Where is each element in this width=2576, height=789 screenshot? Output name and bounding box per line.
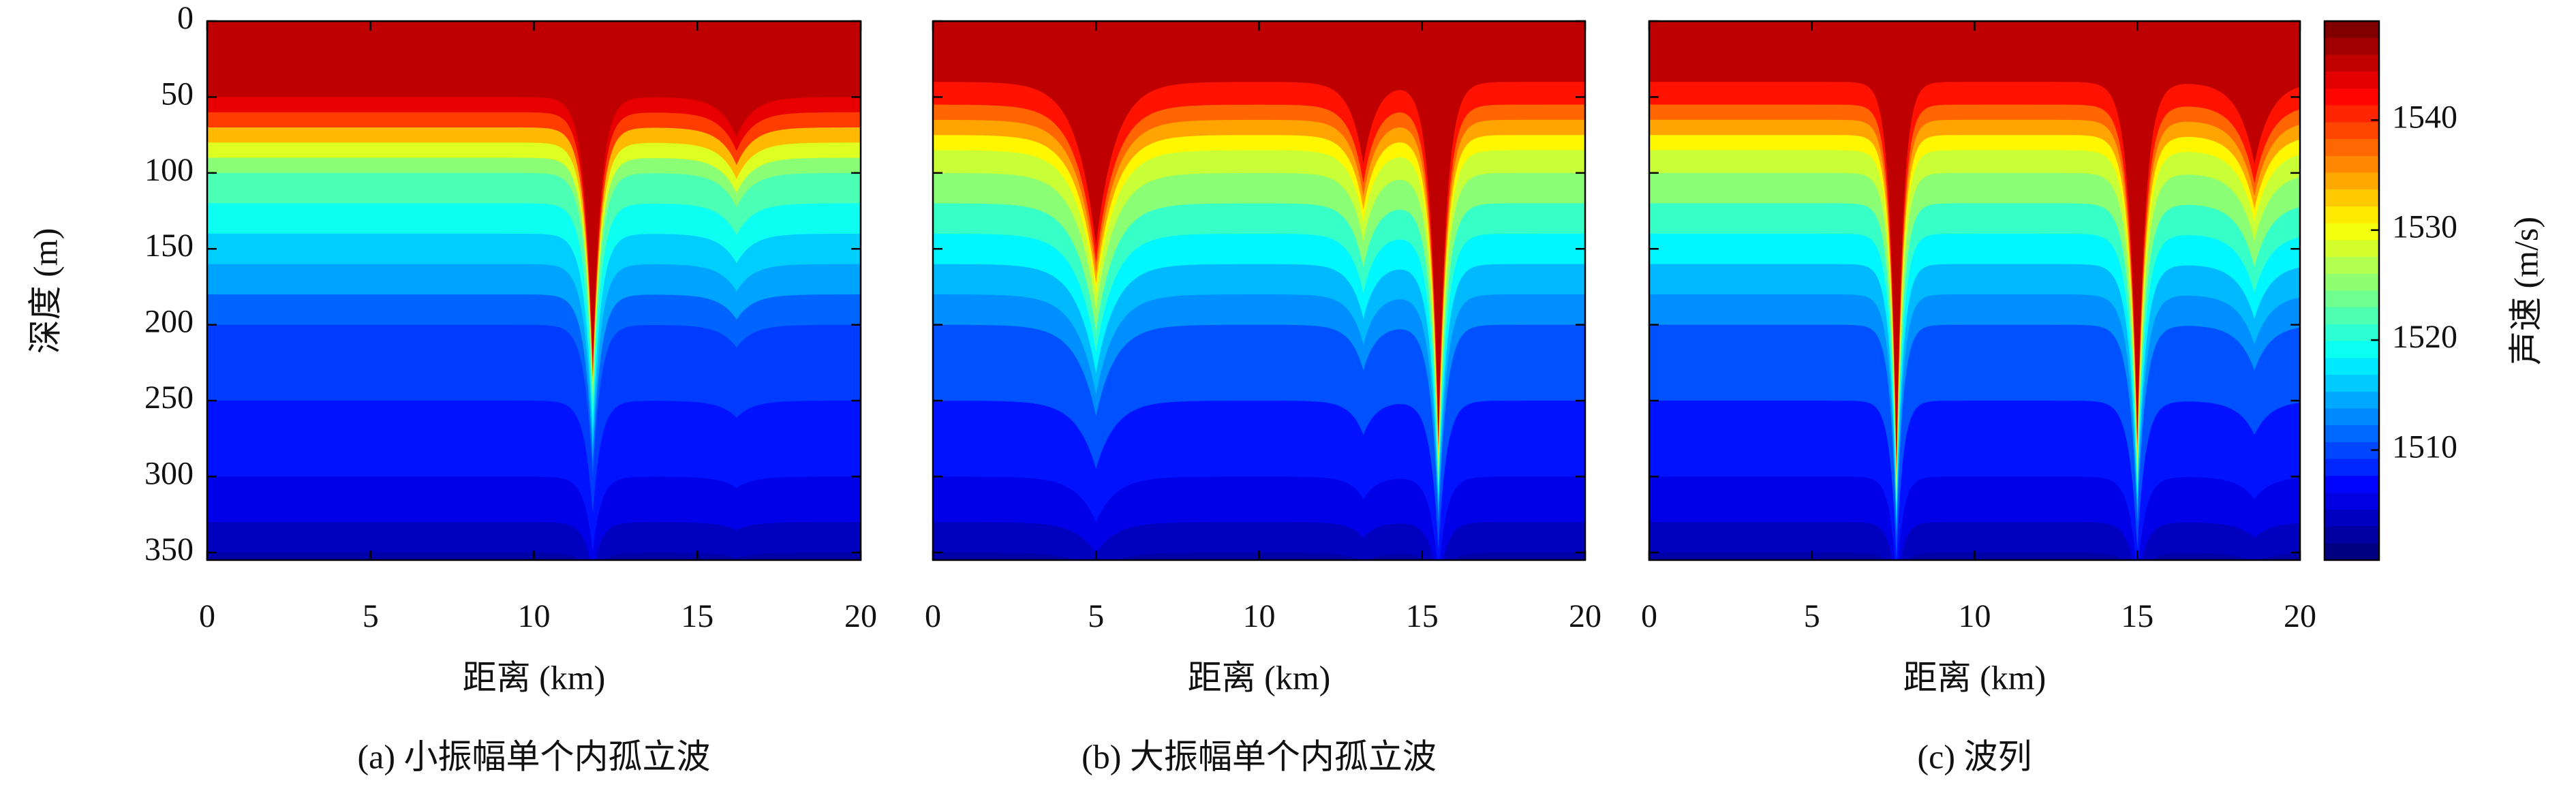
x-tick-label: 20 bbox=[844, 598, 877, 634]
caption: (c) 波列 bbox=[1918, 737, 2032, 775]
x-axis-label: 距离 (km) bbox=[1188, 658, 1331, 696]
x-tick-label: 15 bbox=[1406, 598, 1439, 634]
y-tick-label: 50 bbox=[161, 76, 194, 112]
y-tick-label: 200 bbox=[144, 304, 194, 340]
x-tick-label: 20 bbox=[2284, 598, 2316, 634]
x-tick-label: 10 bbox=[1959, 598, 1991, 634]
x-tick-label: 10 bbox=[1243, 598, 1276, 634]
x-tick-label: 0 bbox=[199, 598, 215, 634]
y-tick-label: 300 bbox=[144, 455, 194, 491]
caption: (a) 小振幅单个内孤立波 bbox=[358, 737, 711, 775]
x-tick-label: 0 bbox=[925, 598, 941, 634]
heatmap bbox=[1649, 21, 2300, 560]
x-tick-label: 5 bbox=[1804, 598, 1820, 634]
x-tick-label: 0 bbox=[1641, 598, 1657, 634]
x-axis-label: 距离 (km) bbox=[463, 658, 606, 696]
x-axis-label: 距离 (km) bbox=[1903, 658, 2046, 696]
colorbar-tick-label: 1530 bbox=[2392, 209, 2457, 245]
colorbar-tick-label: 1540 bbox=[2392, 99, 2457, 135]
x-tick-label: 5 bbox=[1088, 598, 1104, 634]
y-tick-label: 350 bbox=[144, 531, 194, 568]
heatmap bbox=[207, 21, 861, 560]
colorbar-tick-label: 1510 bbox=[2392, 429, 2457, 465]
y-tick-label: 100 bbox=[144, 152, 194, 188]
y-axis-label: 深度 (m) bbox=[26, 228, 64, 354]
y-tick-label: 0 bbox=[177, 0, 194, 36]
x-tick-label: 20 bbox=[1569, 598, 1601, 634]
x-tick-label: 5 bbox=[363, 598, 379, 634]
y-tick-label: 150 bbox=[144, 228, 194, 264]
x-tick-label: 15 bbox=[681, 598, 714, 634]
colorbar-tick-label: 1520 bbox=[2392, 319, 2457, 355]
caption: (b) 大振幅单个内孤立波 bbox=[1082, 737, 1437, 775]
x-tick-label: 15 bbox=[2121, 598, 2153, 634]
x-tick-label: 10 bbox=[518, 598, 551, 634]
y-tick-label: 250 bbox=[144, 380, 194, 416]
colorbar bbox=[2323, 20, 2380, 561]
heatmap bbox=[933, 21, 1585, 560]
speed-layer bbox=[207, 522, 861, 560]
colorbar-label: 声速 (m/s) bbox=[2506, 217, 2545, 365]
